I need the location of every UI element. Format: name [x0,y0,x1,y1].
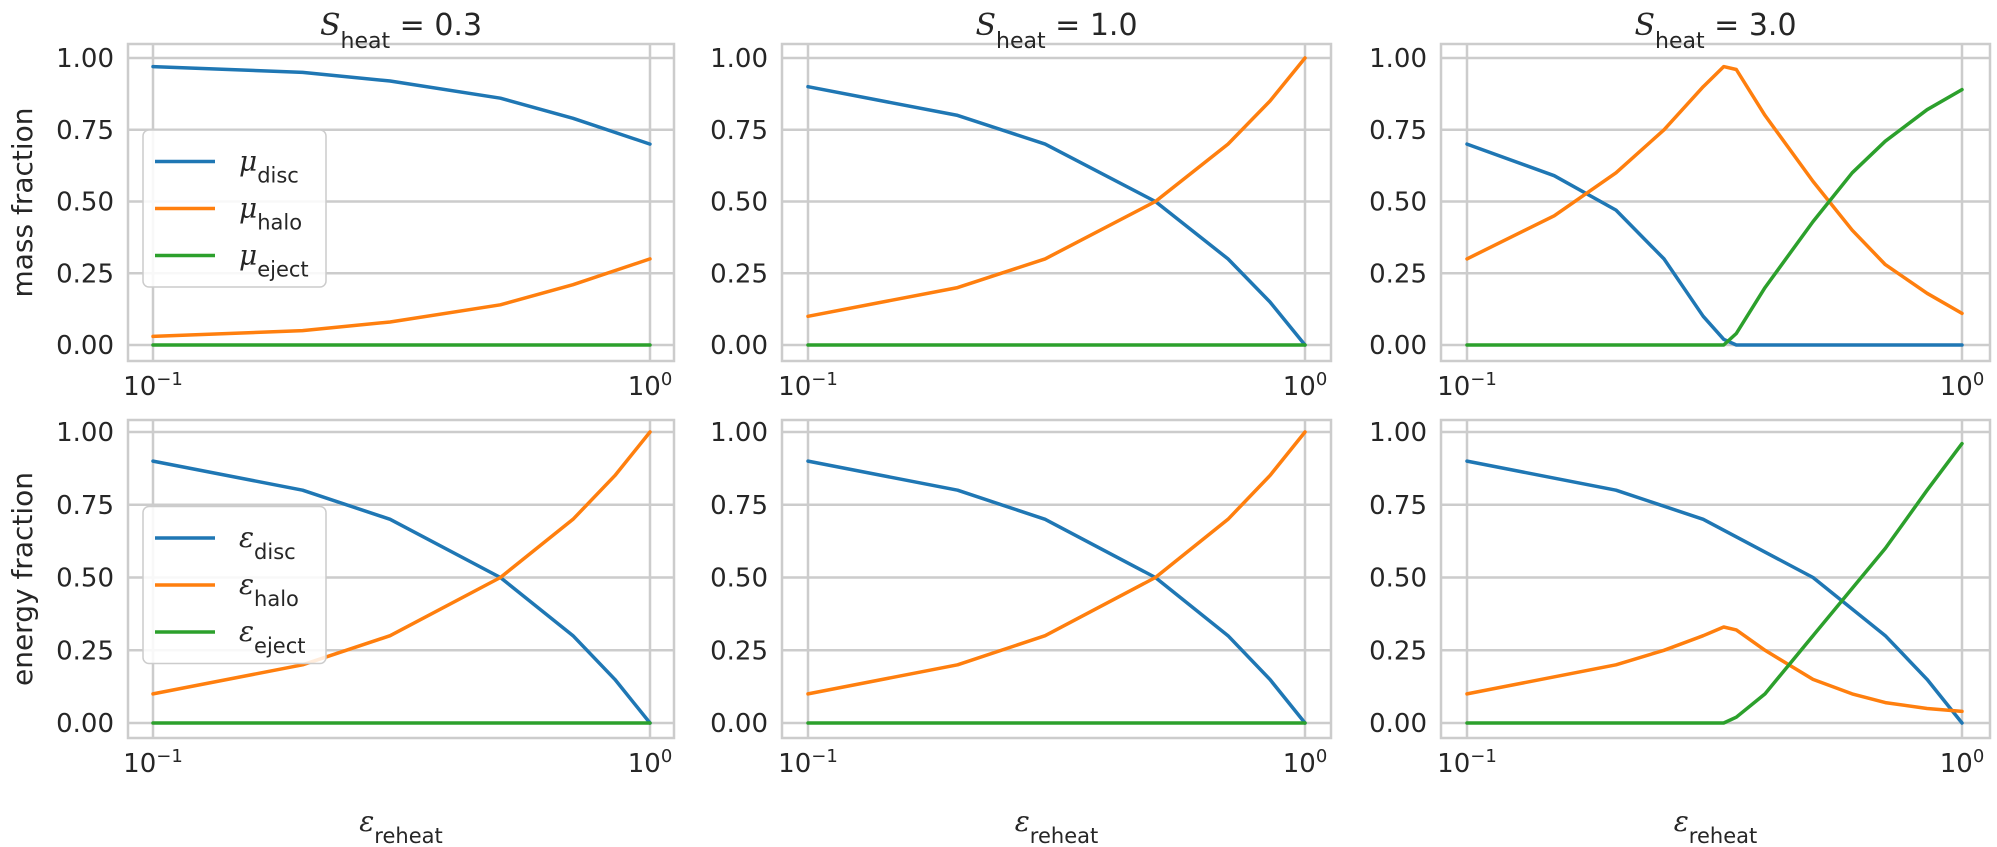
panel-4: 0.00 0.25 0.50 0.75 1.00 10−1 100 energy fracti… [6,418,676,847]
x-tick-label: 100 [628,746,673,780]
x-tick-label: 100 [1283,746,1328,780]
y-tick-label: 0.50 [1369,188,1427,218]
x-tick-label: 10−1 [1437,746,1497,780]
y-tick-label: 0.25 [710,259,768,289]
y-tick-label: 1.00 [710,44,768,74]
y-tick-label: 0.00 [710,709,768,739]
panel-title: Sheat = 1.0 [975,8,1137,54]
y-tick-label: 0.75 [56,491,114,521]
y-tick-label: 0.75 [1369,116,1427,146]
y-tick-label: 1.00 [56,418,114,448]
y-tick-label: 0.75 [710,491,768,521]
y-tick-label: 0.25 [56,259,114,289]
axes-frame [1439,42,1992,363]
series-line-1 [1465,142,1964,347]
x-tick-label: 10−1 [123,369,183,403]
legend-box [142,129,327,288]
legend-label-3: μeject [239,239,309,282]
y-tick-label: 1.00 [1369,44,1427,74]
panel-title: Sheat = 3.0 [1634,8,1796,54]
panel-6: 0.00 0.25 0.50 0.75 1.00 10−1 100 εreheat [1369,418,1992,847]
axes-frame [126,418,676,740]
y-axis-label: mass fraction [6,107,39,297]
legend-label-1: μdisc [239,145,299,188]
legend-label-3: εeject [239,615,306,658]
series-line-2 [1465,64,1964,316]
y-tick-label: 0.75 [1369,491,1427,521]
y-tick-label: 0.00 [1369,331,1427,361]
y-tick-label: 0.00 [1369,709,1427,739]
panel-title: Sheat = 0.3 [320,8,482,54]
y-axis-label: energy fraction [6,472,39,686]
series-line-2 [806,430,1307,696]
series-line-2 [806,56,1307,319]
legend-label-2: μhalo [239,192,302,235]
y-tick-label: 0.50 [1369,564,1427,594]
series-line-3 [1465,87,1964,347]
panel-2: 0.00 0.25 0.50 0.75 1.00 10−1 100 Sheat = 1.0 [710,8,1333,403]
axes-frame [780,418,1333,740]
legend-box [142,505,327,665]
series-line-2 [151,430,652,696]
y-tick-label: 0.50 [710,564,768,594]
series-line-3 [1465,441,1964,725]
y-tick-label: 0.50 [710,188,768,218]
series-line-1 [806,84,1307,347]
series-line-2 [1465,625,1964,714]
y-tick-label: 0.00 [56,709,114,739]
x-tick-label: 10−1 [123,746,183,780]
y-tick-label: 1.00 [56,44,114,74]
axes-frame [126,42,676,363]
legend-label-2: εhalo [239,568,299,611]
x-tick-label: 100 [1283,369,1328,403]
panel-3: 0.00 0.25 0.50 0.75 1.00 10−1 100 Sheat = 3.0 [1369,8,1992,403]
panel-5: 0.00 0.25 0.50 0.75 1.00 10−1 100 εreheat [710,418,1333,847]
y-tick-label: 0.50 [56,564,114,594]
y-tick-label: 0.25 [710,636,768,666]
y-tick-label: 0.50 [56,188,114,218]
axes-frame [1439,418,1992,740]
y-tick-label: 0.75 [56,116,114,146]
y-tick-label: 0.25 [1369,636,1427,666]
x-axis-label: εreheat [359,805,442,847]
panel-1: 0.00 0.25 0.50 0.75 1.00 10−1 100 Sheat = 0.3 ma… [6,8,676,403]
x-tick-label: 10−1 [778,746,838,780]
x-tick-label: 10−1 [778,369,838,403]
axes-frame [780,42,1333,363]
series-line-1 [1465,459,1964,725]
y-tick-label: 0.25 [56,636,114,666]
x-axis-label: εreheat [1674,805,1757,847]
series-line-1 [151,64,652,146]
y-tick-label: 1.00 [1369,418,1427,448]
y-tick-label: 0.75 [710,116,768,146]
x-tick-label: 10−1 [1437,369,1497,403]
x-tick-label: 100 [628,369,673,403]
x-axis-label: εreheat [1015,805,1098,847]
x-tick-label: 100 [1940,746,1985,780]
y-tick-label: 0.00 [56,331,114,361]
legend-label-1: εdisc [239,521,296,564]
y-tick-label: 1.00 [710,418,768,448]
y-tick-label: 0.25 [1369,259,1427,289]
x-tick-label: 100 [1940,369,1985,403]
y-tick-label: 0.00 [710,331,768,361]
series-line-1 [806,459,1307,725]
series-line-2 [151,257,652,339]
